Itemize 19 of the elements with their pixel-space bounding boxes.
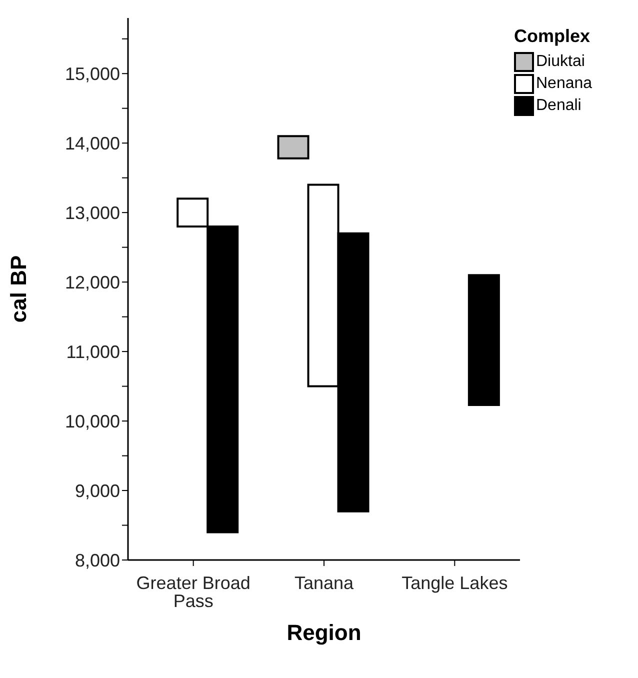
y-tick-label: 11,000 <box>66 342 120 362</box>
y-tick-label: 14,000 <box>64 133 120 154</box>
legend-label: Nenana <box>536 75 592 93</box>
y-tick-label: 13,000 <box>64 202 120 223</box>
x-tick-label: Tanana <box>294 572 355 593</box>
legend-label: Diuktai <box>536 53 585 71</box>
y-tick-label: 8,000 <box>74 550 120 570</box>
bar <box>277 135 310 160</box>
y-tick-label: 10,000 <box>64 411 120 432</box>
y-tick-label: 9,000 <box>74 480 120 501</box>
y-axis-title: cal BP <box>6 255 31 323</box>
y-tick-label: 12,000 <box>64 272 120 292</box>
y-tick-label: 15,000 <box>64 64 120 84</box>
bar <box>468 274 500 406</box>
x-tick-label: Greater Broad Pass <box>136 572 250 611</box>
x-tick-label: Tangle Lakes <box>402 572 508 593</box>
legend-title: Complex <box>514 26 592 47</box>
legend-label: Denali <box>536 97 582 115</box>
x-axis-title: Region <box>286 620 362 645</box>
